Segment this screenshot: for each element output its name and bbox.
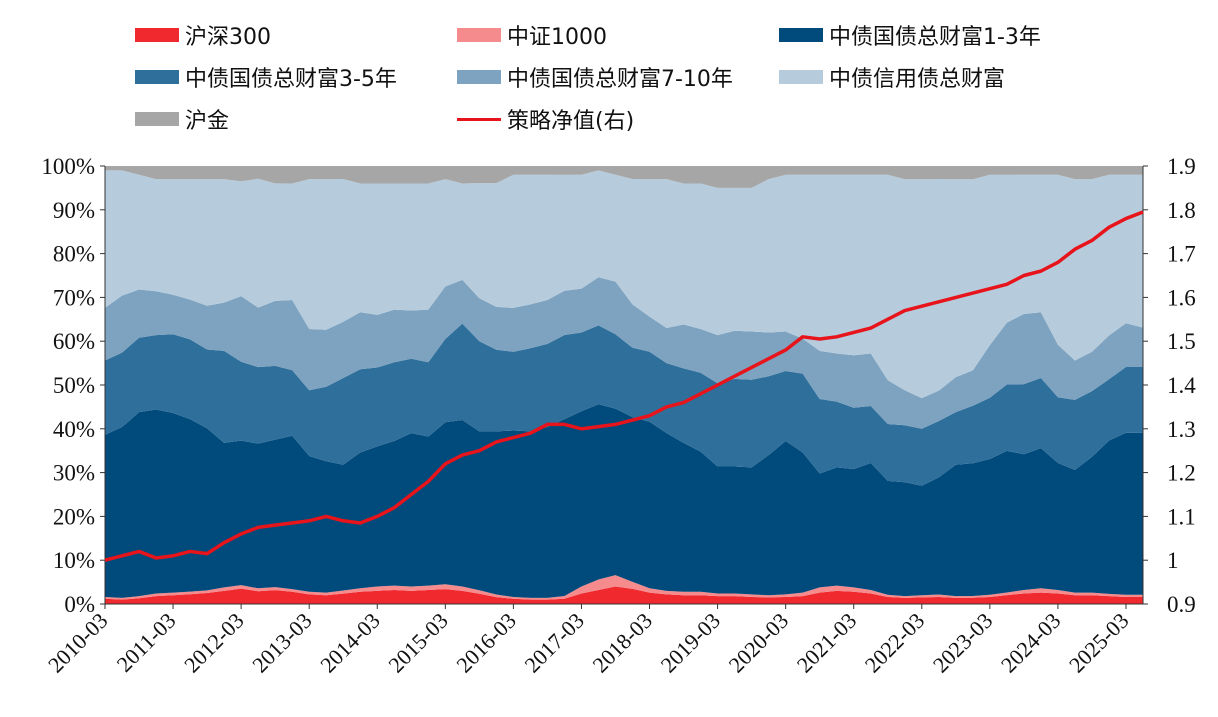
- left-tick-label: 20%: [53, 504, 95, 529]
- right-tick-label: 1.5: [1167, 329, 1196, 354]
- right-tick-label: 1.3: [1167, 417, 1196, 442]
- right-tick-label: 1.1: [1167, 504, 1196, 529]
- legend-item: 中债国债总财富7-10年: [457, 62, 733, 92]
- legend-label: 中债国债总财富1-3年: [829, 25, 1041, 50]
- legend-swatch: [779, 28, 823, 42]
- x-tick-label: 2012-03: [179, 608, 249, 678]
- x-tick-label: 2014-03: [315, 608, 385, 678]
- x-tick-label: 2010-03: [43, 608, 113, 678]
- area-series-0: [105, 586, 1143, 604]
- right-tick-label: 0.9: [1167, 592, 1196, 617]
- area-series-6: [105, 166, 1143, 188]
- left-tick-label: 70%: [53, 285, 95, 310]
- area-series-1: [105, 575, 1143, 600]
- right-tick-label: 1.6: [1167, 285, 1196, 310]
- legend-item: 沪金: [135, 104, 229, 134]
- left-tick-label: 80%: [53, 242, 95, 267]
- right-tick-label: 1.8: [1167, 198, 1196, 223]
- right-tick-label: 1.4: [1167, 373, 1196, 398]
- x-tick-label: 2011-03: [112, 608, 181, 677]
- legend-swatch: [135, 70, 179, 84]
- legend-item: 中债国债总财富3-5年: [135, 62, 397, 92]
- legend-label: 中债国债总财富3-5年: [185, 67, 397, 92]
- area-series-3: [105, 323, 1143, 486]
- legend-label: 中债信用债总财富: [829, 67, 1006, 92]
- left-tick-label: 30%: [53, 461, 95, 486]
- legend-label: 中债国债总财富7-10年: [507, 67, 733, 92]
- left-tick-label: 90%: [53, 198, 95, 223]
- x-tick-label: 2025-03: [1064, 608, 1134, 678]
- x-tick-label: 2015-03: [383, 608, 453, 678]
- area-series-4: [105, 277, 1143, 429]
- left-tick-label: 0%: [64, 592, 95, 617]
- right-tick-label: 1.2: [1167, 461, 1196, 486]
- left-tick-label: 40%: [53, 417, 95, 442]
- legend-swatch: [457, 28, 501, 42]
- x-tick-label: 2013-03: [247, 608, 317, 678]
- line-series-7: [104, 210, 1144, 562]
- legend-label: 沪深300: [185, 25, 271, 50]
- x-tick-label: 2024-03: [996, 608, 1066, 678]
- area-series-5: [105, 170, 1143, 399]
- legend-label: 中证1000: [507, 25, 607, 50]
- left-tick-label: 50%: [53, 373, 95, 398]
- legend-swatch: [779, 70, 823, 84]
- legend-item: 中证1000: [457, 20, 607, 50]
- x-tick-label: 2017-03: [519, 608, 589, 678]
- x-tick-label: 2019-03: [656, 608, 726, 678]
- legend-swatch: [457, 70, 501, 84]
- x-tick-label: 2016-03: [451, 608, 521, 678]
- legend-item: 沪深300: [135, 20, 271, 50]
- right-tick-label: 1.7: [1167, 242, 1196, 267]
- x-tick-label: 2023-03: [928, 608, 998, 678]
- legend-line-swatch: [457, 117, 501, 121]
- legend-item: 中债信用债总财富: [779, 62, 1005, 92]
- left-tick-label: 60%: [53, 329, 95, 354]
- x-tick-label: 2021-03: [792, 608, 862, 678]
- legend-item: 策略净值(右): [457, 104, 634, 134]
- left-tick-label: 100%: [41, 154, 95, 179]
- right-tick-label: 1.9: [1167, 154, 1196, 179]
- x-tick-label: 2020-03: [724, 608, 794, 678]
- legend-label: 沪金: [185, 109, 230, 134]
- legend-swatch: [135, 28, 179, 42]
- right-tick-label: 1: [1167, 548, 1179, 573]
- stacked-areas: [105, 166, 1143, 604]
- area-series-2: [105, 404, 1143, 598]
- legend-swatch: [135, 112, 179, 126]
- legend-item: 中债国债总财富1-3年: [779, 20, 1041, 50]
- legend-label: 策略净值(右): [507, 109, 635, 134]
- left-tick-label: 10%: [53, 548, 95, 573]
- x-tick-label: 2022-03: [860, 608, 930, 678]
- x-tick-label: 2018-03: [588, 608, 658, 678]
